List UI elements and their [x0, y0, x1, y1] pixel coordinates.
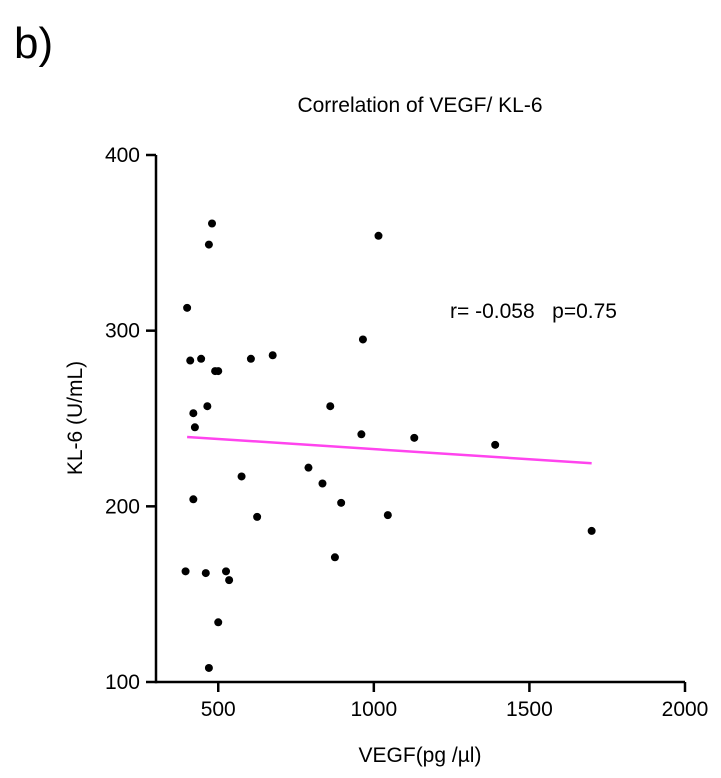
y-tick-label: 400	[105, 144, 140, 167]
data-point	[201, 569, 210, 578]
data-points	[181, 219, 596, 672]
y-tick-label: 100	[105, 671, 140, 694]
x-tick-label: 1500	[506, 698, 553, 721]
data-point	[214, 367, 223, 376]
data-point	[587, 526, 596, 535]
data-point	[253, 512, 262, 521]
data-point	[189, 409, 198, 418]
data-point	[357, 430, 366, 439]
x-tick-label: 2000	[662, 698, 709, 721]
data-point	[214, 618, 223, 627]
data-point	[330, 553, 339, 562]
x-tick-label: 1000	[350, 698, 397, 721]
data-point	[190, 423, 199, 432]
y-tick-label: 200	[105, 495, 140, 518]
data-point	[318, 479, 327, 488]
data-point	[183, 303, 192, 312]
regression-line	[187, 435, 592, 465]
data-point	[208, 219, 217, 228]
data-point	[337, 498, 346, 507]
x-axis-title: VEGF(pg /µl)	[359, 744, 482, 767]
data-point	[222, 567, 231, 576]
data-point	[304, 463, 313, 472]
data-point	[410, 433, 419, 442]
panel-label: b)	[14, 19, 53, 68]
x-tick-label: 500	[201, 698, 236, 721]
chart-title: Correlation of VEGF/ KL-6	[297, 94, 542, 117]
data-point	[237, 472, 246, 481]
axes: 500 1000 1500 2000 100 200 300 400	[105, 144, 708, 721]
y-tick-label: 300	[105, 320, 140, 343]
data-point	[225, 576, 234, 585]
data-point	[204, 240, 213, 249]
y-axis-title: KL-6 (U/mL)	[64, 361, 87, 475]
correlation-annotation: r= -0.058 p=0.75	[450, 300, 617, 323]
data-point	[268, 351, 277, 360]
data-point	[186, 356, 195, 365]
data-point	[374, 231, 383, 240]
data-point	[358, 335, 367, 344]
data-point	[197, 354, 206, 363]
data-point	[204, 663, 213, 672]
data-point	[326, 402, 335, 411]
data-point	[181, 567, 190, 576]
data-point	[203, 402, 212, 411]
data-point	[491, 440, 500, 449]
regression-line-group	[187, 435, 592, 465]
data-point	[383, 511, 392, 520]
data-point	[189, 495, 198, 504]
data-point	[246, 354, 255, 363]
